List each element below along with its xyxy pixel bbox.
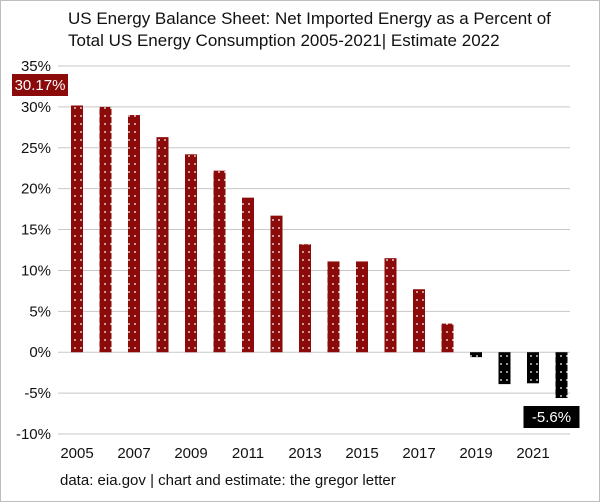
y-tick-label: 15% — [21, 222, 51, 239]
bar-2022 — [555, 352, 568, 399]
bar-2006 — [99, 106, 112, 353]
y-tick-label: -5% — [24, 385, 51, 402]
x-axis: 2005 2007 2009 2011 2013 2015 2017 2019 2021 — [60, 445, 549, 462]
bar-2014 — [327, 261, 340, 353]
x-tick-label: 2011 — [232, 445, 264, 462]
data-label: -5.6% — [532, 409, 571, 426]
bar-2011 — [242, 197, 254, 353]
gridlines — [58, 65, 570, 435]
x-tick-label: 2013 — [288, 445, 321, 462]
bar-2020 — [498, 352, 511, 385]
chart-title: US Energy Balance Sheet: Net Imported En… — [68, 8, 588, 52]
y-tick-label: 5% — [29, 303, 51, 320]
x-tick-label: 2019 — [459, 445, 492, 462]
y-tick-label: 35% — [21, 58, 51, 75]
bar-2012 — [270, 215, 283, 353]
bars — [71, 105, 568, 399]
bar-2010 — [213, 170, 226, 353]
x-tick-label: 2009 — [174, 445, 207, 462]
bar-2021 — [527, 352, 539, 384]
bar-2013 — [299, 244, 311, 353]
annotations: 30.17% -5.6% — [12, 74, 580, 429]
data-label-box — [12, 74, 68, 96]
bar-2015 — [356, 261, 368, 353]
y-tick-label: 25% — [21, 140, 51, 157]
bar-2018 — [441, 323, 454, 353]
chart-title-line-2: Total US Energy Consumption 2005-2021| E… — [68, 31, 500, 50]
x-tick-label: 2015 — [345, 445, 378, 462]
y-tick-label: 0% — [29, 344, 51, 361]
x-tick-label: 2005 — [60, 445, 93, 462]
data-label: 30.17% — [15, 77, 66, 94]
y-axis: 35% 30% 25% 20% 15% 10% 5% 0% -5% -10% — [16, 58, 51, 443]
bar-2005 — [71, 105, 83, 353]
bar-2008 — [156, 137, 169, 353]
x-tick-label: 2007 — [117, 445, 150, 462]
bar-2017 — [413, 289, 425, 353]
chart-footer: data: eia.gov | chart and estimate: the … — [60, 472, 396, 489]
bar-2016 — [384, 258, 397, 353]
x-tick-label: 2021 — [516, 445, 549, 462]
x-tick-label: 2017 — [402, 445, 435, 462]
y-tick-label: 20% — [21, 181, 51, 198]
y-tick-label: 10% — [21, 262, 51, 279]
bar-2007 — [128, 115, 140, 353]
y-tick-label: 30% — [21, 99, 51, 116]
y-tick-label: -10% — [16, 426, 51, 443]
chart-title-line-1: US Energy Balance Sheet: Net Imported En… — [68, 9, 551, 28]
data-label-box — [523, 406, 580, 429]
bar-2009 — [185, 154, 197, 353]
bar-2019 — [470, 352, 482, 358]
